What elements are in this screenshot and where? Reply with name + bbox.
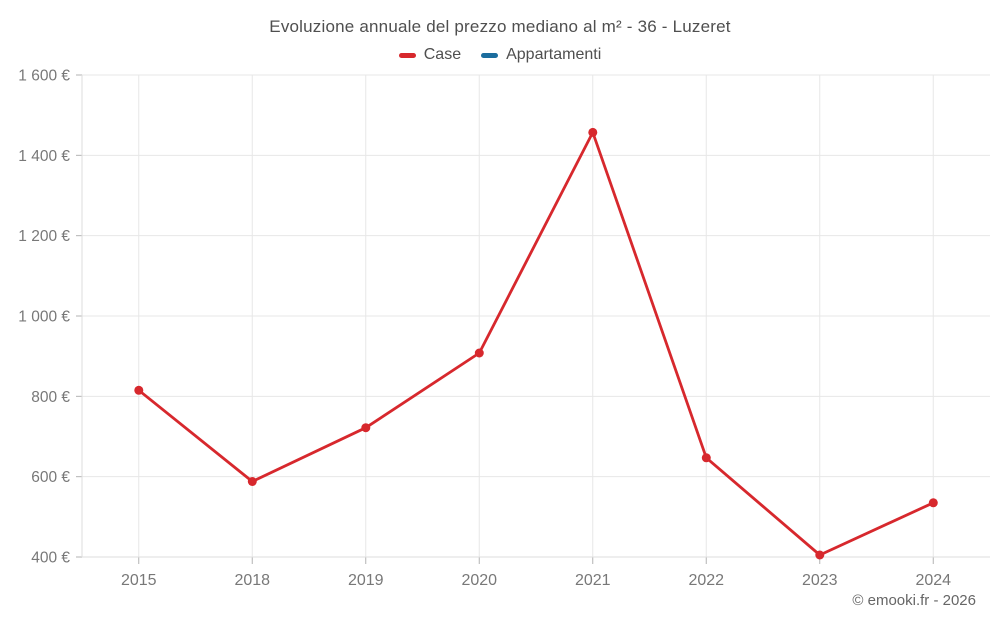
- legend: Case Appartamenti: [0, 46, 1000, 64]
- y-tick-label: 1 200 €: [18, 228, 70, 245]
- case-point-2022[interactable]: [701, 453, 711, 463]
- legend-item-appartamenti[interactable]: Appartamenti: [481, 46, 601, 64]
- copyright-text: © emooki.fr - 2026: [852, 592, 976, 609]
- case-point-2018[interactable]: [247, 477, 257, 486]
- case-point-2024[interactable]: [928, 498, 938, 508]
- case-point-2015[interactable]: [134, 385, 144, 395]
- case-point-2019[interactable]: [361, 423, 371, 433]
- x-tick-label: 2022: [688, 572, 724, 589]
- x-tick-label: 2020: [461, 572, 497, 589]
- legend-label-appartamenti: Appartamenti: [506, 46, 602, 63]
- y-tick-label: 800 €: [31, 389, 70, 406]
- case-point-2020[interactable]: [474, 348, 484, 358]
- case-point-2021[interactable]: [588, 127, 598, 137]
- y-tick-label: 400 €: [31, 550, 70, 567]
- y-tick-label: 1 600 €: [18, 68, 70, 85]
- x-tick-label: 2024: [915, 572, 951, 589]
- case-series-line: [137, 131, 935, 557]
- legend-label-case: Case: [423, 46, 462, 63]
- case-point-2023[interactable]: [815, 550, 825, 560]
- y-tick-label: 600 €: [31, 469, 70, 486]
- appartamenti-series-swatch-icon: [481, 52, 499, 58]
- y-tick-label: 1 400 €: [18, 148, 70, 165]
- x-tick-label: 2018: [234, 572, 270, 589]
- case-series-swatch-icon: [398, 52, 416, 58]
- legend-item-case[interactable]: Case: [398, 46, 462, 64]
- x-tick-label: 2021: [575, 572, 611, 589]
- y-tick-label: 1 000 €: [18, 309, 70, 326]
- x-tick-label: 2023: [802, 572, 838, 589]
- x-tick-label: 2015: [121, 572, 157, 589]
- chart-title: Evoluzione annuale del prezzo mediano al…: [269, 17, 731, 36]
- x-tick-label: 2019: [348, 572, 384, 589]
